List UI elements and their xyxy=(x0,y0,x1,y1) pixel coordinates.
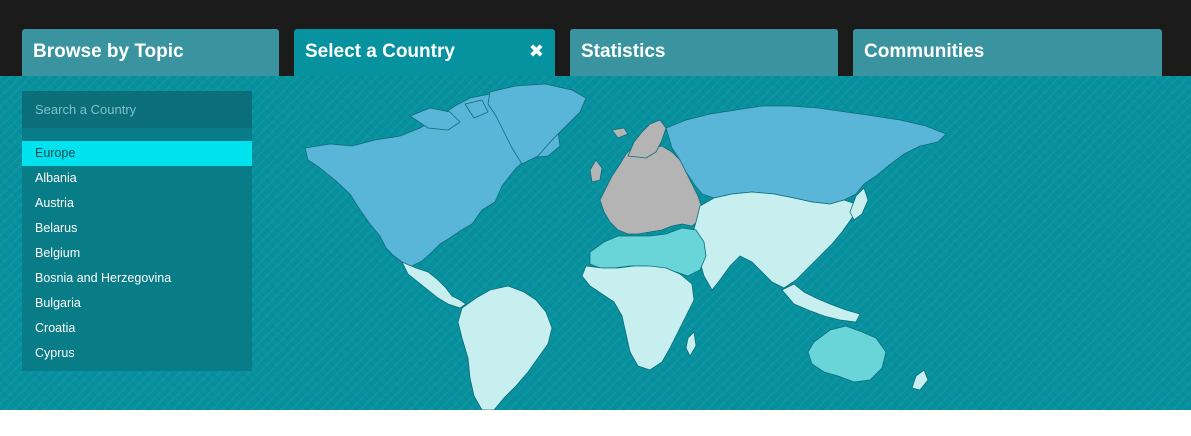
country-search-input[interactable] xyxy=(22,91,252,128)
country-item-cyprus[interactable]: Cyprus xyxy=(35,346,75,360)
region-africa[interactable] xyxy=(581,265,695,371)
region-mexico[interactable] xyxy=(401,261,467,309)
country-item-albania[interactable]: Albania xyxy=(35,171,77,185)
tab-label: Browse by Topic xyxy=(33,41,184,62)
region-southeast-asia[interactable] xyxy=(781,283,861,323)
tab-communities[interactable]: Communities xyxy=(853,29,1162,76)
country-panel: Europe Albania Austria Belarus Belgium B… xyxy=(0,76,1191,410)
region-russia[interactable] xyxy=(665,105,947,205)
region-asia[interactable] xyxy=(691,191,857,291)
tab-label: Communities xyxy=(864,41,985,62)
country-item-bulgaria[interactable]: Bulgaria xyxy=(35,296,81,310)
region-new-zealand[interactable] xyxy=(911,369,929,391)
region-scandinavia[interactable] xyxy=(627,119,667,159)
tab-browse-by-topic[interactable]: Browse by Topic xyxy=(22,29,279,76)
region-uk[interactable] xyxy=(589,159,603,183)
world-map[interactable] xyxy=(290,76,970,410)
region-madagascar[interactable] xyxy=(685,331,697,357)
country-item-belgium[interactable]: Belgium xyxy=(35,246,81,260)
country-item-austria[interactable]: Austria xyxy=(35,196,74,210)
country-item-croatia[interactable]: Croatia xyxy=(35,321,76,335)
tab-label: Select a Country xyxy=(305,41,455,62)
region-canadian-islands[interactable] xyxy=(409,99,489,131)
country-item-belarus[interactable]: Belarus xyxy=(35,221,78,235)
tab-label: Statistics xyxy=(581,41,666,62)
region-iceland[interactable] xyxy=(611,127,629,139)
country-item-bosnia-and-herzegovina[interactable]: Bosnia and Herzegovina xyxy=(35,271,172,285)
country-sidebar: Europe Albania Austria Belarus Belgium B… xyxy=(22,91,252,371)
tab-statistics[interactable]: Statistics xyxy=(570,29,838,76)
region-greenland[interactable] xyxy=(487,83,587,165)
region-australia[interactable] xyxy=(807,325,887,383)
country-list: Europe Albania Austria Belarus Belgium B… xyxy=(22,141,252,366)
close-icon[interactable]: ✖ xyxy=(528,41,544,61)
tab-select-a-country[interactable]: Select a Country ✖ xyxy=(294,29,555,76)
region-south-america[interactable] xyxy=(457,285,553,410)
country-item-europe[interactable]: Europe xyxy=(22,141,252,166)
region-japan[interactable] xyxy=(849,187,869,221)
